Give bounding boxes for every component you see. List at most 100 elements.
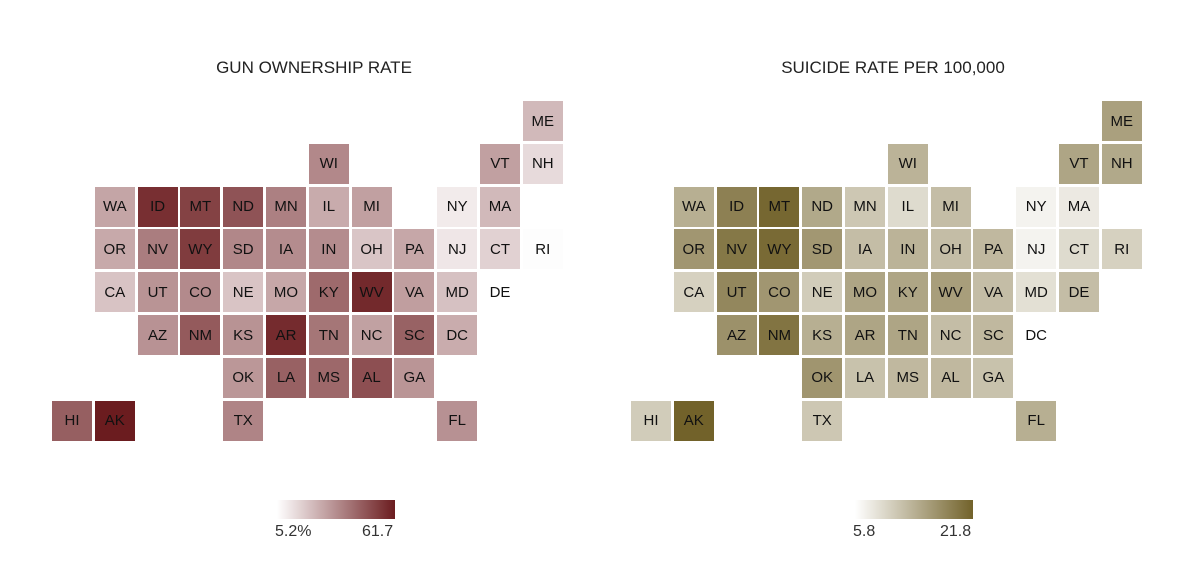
state-tile-vt: VT — [480, 143, 520, 184]
state-label: MI — [942, 198, 959, 216]
state-tile-wi: WI — [887, 143, 928, 184]
state-label: NH — [531, 155, 554, 173]
state-tile-ma: MA — [1059, 186, 1099, 227]
state-label: VA — [983, 283, 1003, 301]
state-label: AL — [941, 369, 960, 387]
state-label: NM — [767, 326, 792, 344]
state-tile-mi: MI — [351, 186, 392, 227]
state-label: IA — [857, 240, 873, 258]
state-tile-az: AZ — [716, 315, 757, 355]
state-tile-vt: VT — [1059, 143, 1099, 184]
state-tile-mo: MO — [845, 272, 885, 313]
state-label: CA — [683, 283, 705, 301]
state-label: SD — [232, 240, 254, 258]
state-tile-nv: NV — [716, 229, 757, 270]
state-label: NV — [726, 240, 748, 258]
state-label: MN — [853, 198, 877, 216]
state-label: NY — [446, 198, 468, 216]
state-tile-nm: NM — [759, 315, 800, 355]
state-tile-ky: KY — [308, 272, 349, 313]
state-label: NJ — [448, 240, 467, 258]
state-tile-hi: HI — [52, 400, 92, 441]
state-label: NY — [1025, 198, 1047, 216]
state-label: OR — [103, 240, 127, 258]
state-label: UT — [726, 283, 747, 301]
state-label: NH — [1110, 155, 1133, 173]
state-tile-tx: TX — [802, 400, 843, 441]
state-tile-me: ME — [522, 101, 563, 141]
state-tile-fl: FL — [1016, 400, 1057, 441]
state-tile-ok: OK — [802, 357, 843, 398]
suicide-legend-min: 5.8 — [853, 523, 876, 540]
state-tile-wy: WY — [180, 229, 221, 270]
state-tile-nh: NH — [1101, 143, 1142, 184]
state-label: FL — [1027, 412, 1045, 430]
state-label: OR — [682, 240, 706, 258]
state-tile-hi: HI — [631, 400, 671, 441]
state-label: NM — [188, 326, 213, 344]
state-tile-nj: NJ — [437, 229, 478, 270]
state-label: SC — [403, 326, 425, 344]
state-tile-ca: CA — [94, 272, 135, 313]
state-tile-tn: TN — [887, 315, 928, 355]
state-label: TN — [318, 326, 339, 344]
state-label: OK — [811, 369, 834, 387]
state-tile-la: LA — [845, 357, 885, 398]
state-label: MN — [274, 198, 298, 216]
state-tile-wv: WV — [351, 272, 392, 313]
state-label: IN — [900, 240, 916, 258]
state-label: AK — [683, 412, 704, 430]
state-tile-or: OR — [94, 229, 135, 270]
state-label: MO — [273, 283, 299, 301]
gun-legend-max: 61.7 — [362, 523, 394, 540]
state-tile-sd: SD — [802, 229, 843, 270]
state-tile-va: VA — [973, 272, 1014, 313]
state-label: KY — [318, 283, 339, 301]
state-label: NC — [360, 326, 383, 344]
state-label: LA — [855, 369, 875, 387]
state-tile-nv: NV — [137, 229, 178, 270]
state-label: ND — [811, 198, 834, 216]
state-tile-fl: FL — [437, 400, 478, 441]
state-tile-de: DE — [480, 272, 520, 313]
state-label: MS — [317, 369, 341, 387]
state-label: NC — [939, 326, 962, 344]
state-label: PA — [983, 240, 1003, 258]
state-label: OK — [232, 369, 255, 387]
state-label: NV — [147, 240, 169, 258]
state-label: RI — [1114, 240, 1130, 258]
state-label: IN — [321, 240, 337, 258]
state-label: MO — [852, 283, 878, 301]
state-label: ID — [150, 198, 166, 216]
suicide-map-title: SUICIDE RATE PER 100,000 — [781, 58, 1005, 77]
state-label: DE — [1068, 283, 1090, 301]
state-tile-ut: UT — [716, 272, 757, 313]
state-tile-ky: KY — [887, 272, 928, 313]
state-label: NE — [232, 283, 254, 301]
state-tile-dc: DC — [437, 315, 478, 355]
gun-map-title: GUN OWNERSHIP RATE — [216, 58, 412, 77]
state-label: HI — [64, 412, 80, 430]
state-label: KS — [812, 326, 833, 344]
state-tile-nh: NH — [522, 143, 563, 184]
state-tile-wy: WY — [759, 229, 800, 270]
state-label: NE — [811, 283, 833, 301]
state-tile-ks: KS — [223, 315, 264, 355]
state-label: MD — [1024, 283, 1048, 301]
state-tile-or: OR — [673, 229, 714, 270]
state-tile-oh: OH — [930, 229, 971, 270]
state-label: FL — [448, 412, 466, 430]
state-tile-ri: RI — [1101, 229, 1142, 270]
state-tile-sd: SD — [223, 229, 264, 270]
state-tile-me: ME — [1101, 101, 1142, 141]
state-label: IA — [278, 240, 294, 258]
state-label: RI — [535, 240, 551, 258]
state-label: WA — [102, 198, 127, 216]
state-tile-id: ID — [137, 186, 178, 227]
state-tile-co: CO — [180, 272, 221, 313]
state-label: TN — [897, 326, 918, 344]
state-label: AZ — [727, 326, 747, 344]
state-tile-ga: GA — [973, 357, 1014, 398]
state-tile-ny: NY — [437, 186, 478, 227]
state-tile-nc: NC — [351, 315, 392, 355]
